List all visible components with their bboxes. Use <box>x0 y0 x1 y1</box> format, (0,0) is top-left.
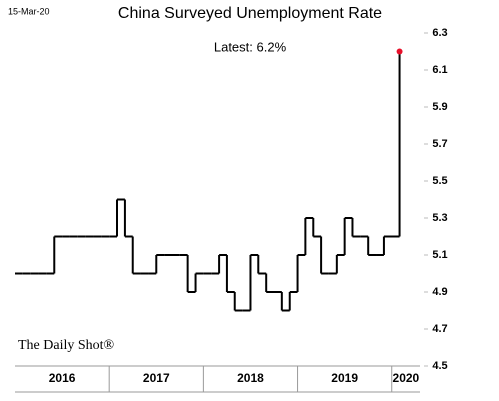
y-tick-label: 5.1 <box>432 249 447 261</box>
y-tick-label: 5.9 <box>432 101 447 113</box>
y-tick-label: 6.3 <box>432 27 447 39</box>
x-tick-label: 2018 <box>237 371 264 385</box>
last-point <box>396 48 403 55</box>
y-tick-label: 4.9 <box>432 286 447 298</box>
annotation: Latest: 6.2% <box>214 39 287 54</box>
x-tick-label: 2017 <box>143 371 170 385</box>
x-tick-label: 2019 <box>331 371 358 385</box>
y-tick-label: 4.7 <box>432 323 447 335</box>
date-stamp: 15-Mar-20 <box>8 6 50 16</box>
y-tick-label: 4.5 <box>432 360 447 372</box>
y-tick-label: 6.1 <box>432 64 447 76</box>
y-tick-label: 5.5 <box>432 175 447 187</box>
y-tick-label: 5.7 <box>432 138 447 150</box>
source: The Daily Shot® <box>18 338 115 353</box>
chart-title: China Surveyed Unemployment Rate <box>118 5 382 22</box>
x-tick-label: 2016 <box>49 371 76 385</box>
y-tick-label: 5.3 <box>432 212 447 224</box>
x-tick-label: 2020 <box>393 371 420 385</box>
